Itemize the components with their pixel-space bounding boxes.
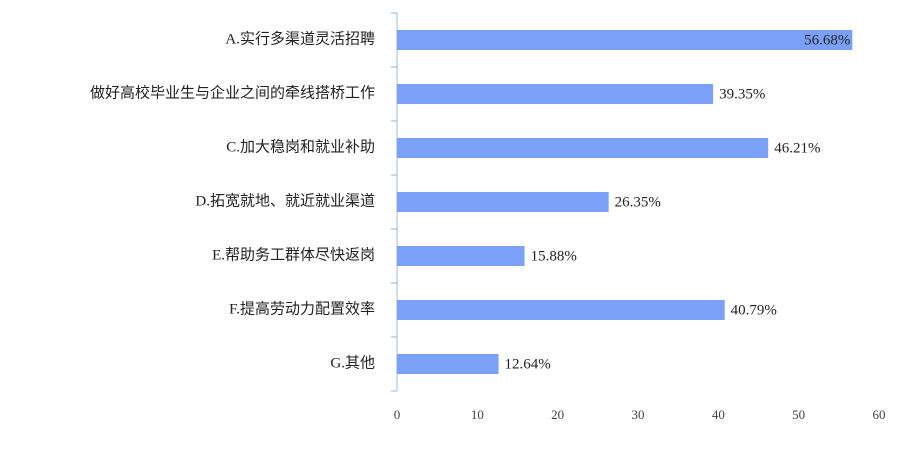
y-tick-label: A.实行多渠道灵活招聘: [225, 30, 375, 47]
x-tick-label: 40: [712, 407, 725, 422]
y-tick-label: E.帮助务工群体尽快返岗: [212, 246, 375, 263]
bar: [397, 30, 853, 50]
bar: [397, 192, 609, 212]
x-tick-label: 30: [632, 407, 645, 422]
value-label: 12.64%: [505, 356, 551, 372]
value-label: 26.35%: [615, 194, 661, 210]
x-tick-label: 60: [873, 407, 886, 422]
x-tick-label: 50: [792, 407, 805, 422]
x-tick-label: 0: [394, 407, 401, 422]
value-label: 56.68%: [804, 32, 850, 48]
bar: [397, 84, 714, 104]
value-label: 40.79%: [731, 302, 777, 318]
x-tick-label: 20: [551, 407, 564, 422]
y-tick-label: C.加大稳岗和就业补助: [226, 138, 375, 155]
bar: [397, 138, 769, 158]
value-label: 39.35%: [719, 86, 765, 102]
y-tick-label: G.其他: [330, 354, 375, 371]
bar: [397, 246, 525, 266]
bar: [397, 300, 725, 320]
y-tick-label: 做好高校毕业生与企业之间的牵线搭桥工作: [90, 83, 375, 101]
x-tick-label: 10: [471, 407, 484, 422]
y-tick-label: F.提高劳动力配置效率: [229, 300, 375, 317]
value-label: 15.88%: [531, 248, 577, 264]
y-tick-label: D.拓宽就地、就近就业渠道: [195, 192, 375, 209]
bar: [397, 354, 499, 374]
value-label: 46.21%: [774, 140, 820, 156]
